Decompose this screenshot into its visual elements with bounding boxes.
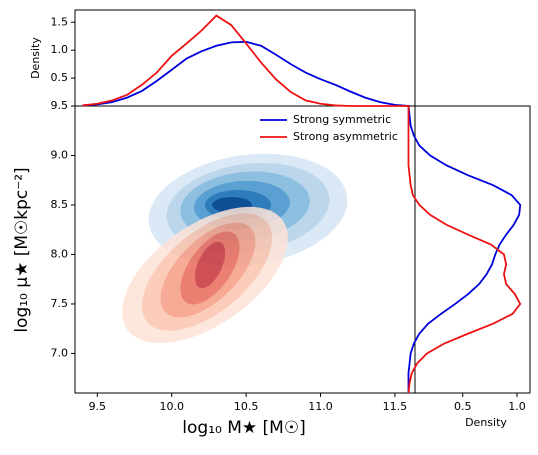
- y-tick-label: 8.0: [51, 247, 69, 260]
- x-tick-label: 0.5: [454, 400, 472, 413]
- y-tick-label: 9.0: [51, 148, 69, 161]
- top-frame: [74, 9, 416, 106]
- x-tick-label: 11.0: [308, 400, 333, 413]
- x-tick-label: 9.5: [89, 400, 107, 413]
- y-tick-label: 9.5: [51, 99, 69, 112]
- x-axis-label: log₁₀ M★ [M☉]: [182, 418, 305, 438]
- legend-label: Strong asymmetric: [293, 130, 398, 143]
- x-tick-label: 1.0: [508, 400, 526, 413]
- y-tick-label: 7.5: [51, 297, 69, 310]
- legend-label: Strong symmetric: [293, 113, 391, 126]
- right-frame: [415, 105, 531, 394]
- x-tick-label: 11.5: [383, 400, 408, 413]
- density-line: [407, 105, 522, 393]
- y-tick-label: 1.0: [51, 43, 69, 56]
- right-x-label: Density: [465, 416, 507, 429]
- top-y-label: Density: [29, 37, 42, 79]
- main-frame: [74, 105, 416, 394]
- y-tick-label: 7.0: [51, 346, 69, 359]
- y-tick-label: 8.5: [51, 198, 69, 211]
- y-axis-label: log₁₀ μ★ [M☉kpc⁻²]: [12, 167, 32, 332]
- density-line: [82, 14, 410, 107]
- contour-red: [122, 206, 288, 344]
- x-tick-label: 10.5: [234, 400, 259, 413]
- contour: [194, 241, 226, 289]
- density-line: [82, 40, 410, 107]
- density-line: [407, 106, 522, 394]
- y-tick-label: 1.5: [51, 15, 69, 28]
- x-tick-label: 10.0: [159, 400, 184, 413]
- y-tick-label: 0.5: [51, 71, 69, 84]
